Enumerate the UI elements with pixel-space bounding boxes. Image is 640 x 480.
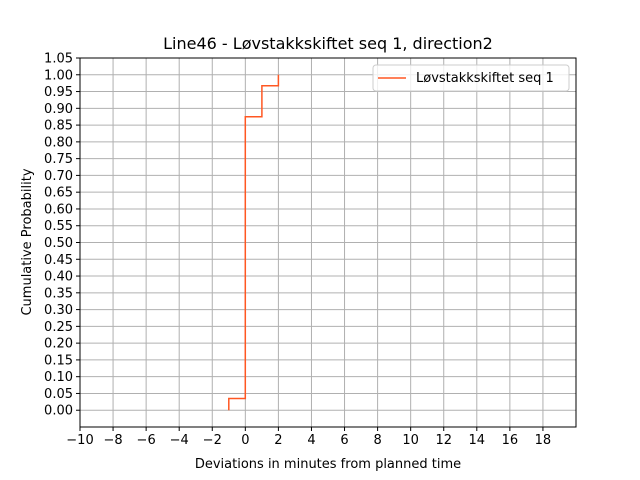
y-tick-label: 0.95 <box>44 85 73 100</box>
y-tick-label: 0.45 <box>44 253 73 268</box>
x-tick-label: 16 <box>502 433 519 448</box>
chart-title: Line46 - Løvstakkskiftet seq 1, directio… <box>163 34 493 53</box>
x-tick-label: 4 <box>307 433 315 448</box>
y-tick-label: 0.75 <box>44 152 73 167</box>
y-tick-label: 0.60 <box>44 202 73 217</box>
y-tick-label: 1.05 <box>44 52 73 67</box>
y-axis: 0.00 0.05 0.10 0.150.20 0.25 0.30 0.350.40 0.45… <box>44 52 80 419</box>
y-tick-label: 0.10 <box>44 370 73 385</box>
x-tick-label: 8 <box>373 433 381 448</box>
x-tick-label: −6 <box>137 433 156 448</box>
y-tick-label: 0.85 <box>44 119 73 134</box>
x-tick-label: −10 <box>66 433 93 448</box>
x-tick-label: −4 <box>170 433 189 448</box>
y-tick-label: 0.90 <box>44 102 73 117</box>
y-tick-label: 0.55 <box>44 219 73 234</box>
y-axis-label: Cumulative Probability <box>20 168 35 315</box>
series-layer <box>228 74 280 411</box>
y-tick-label: 0.20 <box>44 337 73 352</box>
x-tick-label: 18 <box>535 433 552 448</box>
legend: Løvstakkskiftet seq 1 <box>372 64 570 92</box>
y-tick-label: 0.00 <box>44 404 73 419</box>
x-tick-label: 12 <box>435 433 452 448</box>
y-tick-label: 0.50 <box>44 236 73 251</box>
y-tick-label: 0.80 <box>44 135 73 150</box>
x-tick-label: −8 <box>103 433 122 448</box>
legend-entry: Løvstakkskiftet seq 1 <box>416 71 554 86</box>
y-tick-label: 1.00 <box>44 68 73 83</box>
x-tick-label: 14 <box>469 433 486 448</box>
y-tick-label: 0.05 <box>44 387 73 402</box>
x-axis: −10 −8 −6 −4 −2 0 2 4 6 8 10 12 14 16 18 <box>66 427 551 448</box>
y-tick-label: 0.25 <box>44 320 73 335</box>
y-tick-label: 0.30 <box>44 303 73 318</box>
x-tick-label: 10 <box>402 433 419 448</box>
y-tick-label: 0.40 <box>44 270 73 285</box>
series-line-0 <box>228 74 280 411</box>
legend-box <box>372 64 570 92</box>
y-tick-label: 0.70 <box>44 169 73 184</box>
x-tick-label: 0 <box>241 433 249 448</box>
y-tick-label: 0.65 <box>44 186 73 201</box>
y-tick-label: 0.35 <box>44 286 73 301</box>
x-tick-label: 2 <box>274 433 282 448</box>
y-tick-label: 0.15 <box>44 353 73 368</box>
x-tick-label: −2 <box>203 433 222 448</box>
x-tick-label: 6 <box>340 433 348 448</box>
x-axis-label: Deviations in minutes from planned time <box>195 457 461 472</box>
